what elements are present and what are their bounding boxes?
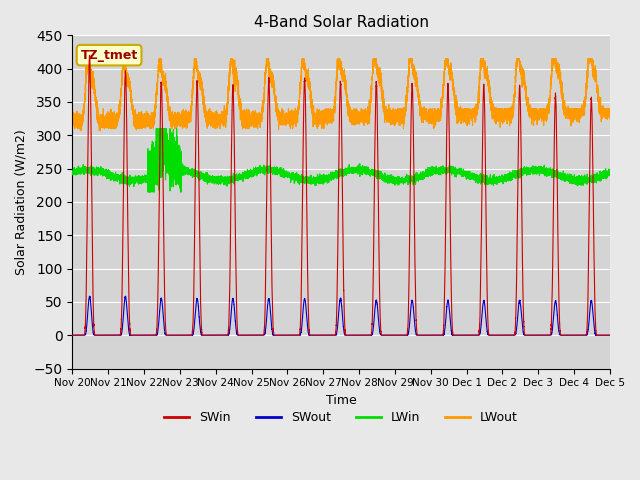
Text: TZ_tmet: TZ_tmet: [81, 48, 138, 61]
Legend: SWin, SWout, LWin, LWout: SWin, SWout, LWin, LWout: [159, 406, 523, 429]
Y-axis label: Solar Radiation (W/m2): Solar Radiation (W/m2): [15, 129, 28, 275]
X-axis label: Time: Time: [326, 394, 356, 407]
Title: 4-Band Solar Radiation: 4-Band Solar Radiation: [253, 15, 429, 30]
